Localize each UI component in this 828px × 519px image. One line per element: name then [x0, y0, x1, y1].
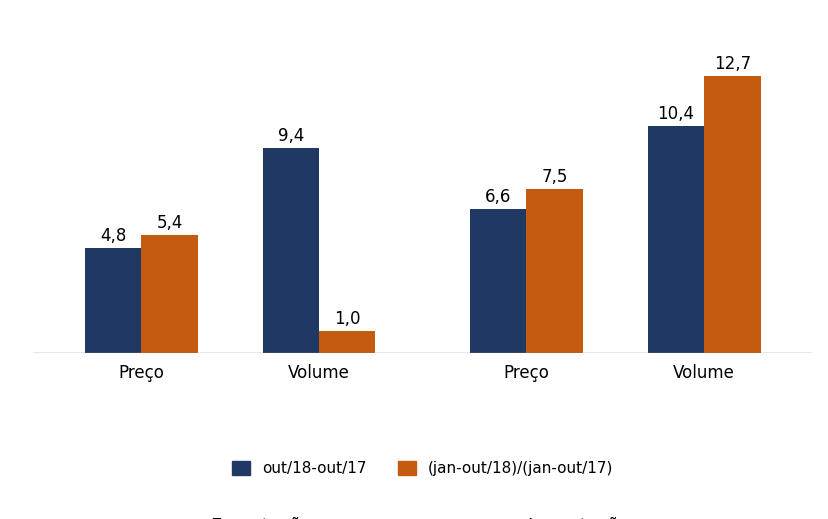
Bar	[319, 331, 375, 353]
Text: 1,0: 1,0	[334, 310, 360, 328]
Text: 12,7: 12,7	[713, 55, 750, 73]
Bar	[647, 126, 704, 353]
Text: 10,4: 10,4	[657, 105, 694, 123]
Text: Importações: Importações	[527, 517, 639, 519]
Bar	[704, 76, 759, 353]
Text: 9,4: 9,4	[277, 127, 304, 145]
Text: 5,4: 5,4	[156, 214, 182, 232]
Text: 4,8: 4,8	[100, 227, 126, 245]
Bar	[85, 248, 141, 353]
Legend: out/18-out/17, (jan-out/18)/(jan-out/17): out/18-out/17, (jan-out/18)/(jan-out/17)	[226, 455, 619, 483]
Text: 7,5: 7,5	[541, 168, 567, 186]
Bar	[469, 209, 526, 353]
Text: 6,6: 6,6	[484, 188, 511, 206]
Bar	[526, 189, 582, 353]
Text: Exportações: Exportações	[210, 517, 321, 519]
Bar	[262, 148, 319, 353]
Bar	[141, 235, 197, 353]
